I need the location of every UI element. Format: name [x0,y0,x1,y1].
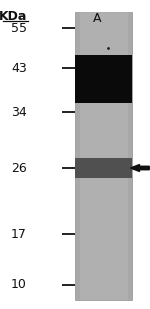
FancyArrow shape [130,164,149,171]
Text: 26: 26 [11,162,27,175]
Text: 17: 17 [11,227,27,240]
Bar [80,12,128,300]
Bar [75,55,132,103]
Bar [75,158,132,178]
Bar [75,12,132,300]
Text: 10: 10 [11,278,27,291]
Text: 43: 43 [11,61,27,74]
Text: A: A [93,12,102,25]
Text: KDa: KDa [0,10,28,23]
Text: 55: 55 [11,22,27,35]
Text: 34: 34 [11,105,27,118]
